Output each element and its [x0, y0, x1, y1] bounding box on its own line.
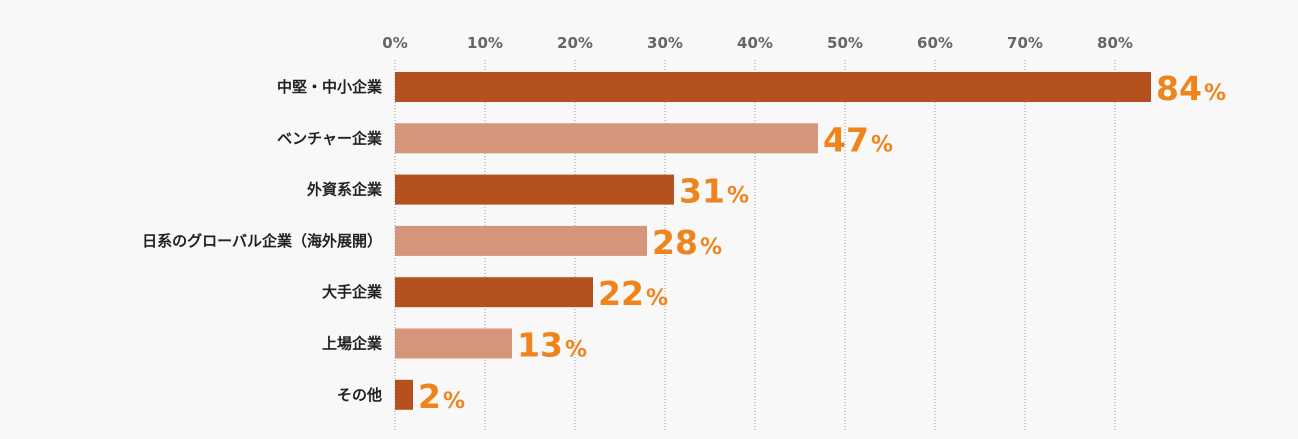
value-number-5: 13	[517, 326, 563, 365]
value-unit-1: %	[871, 132, 893, 157]
tick-label-0: 0%	[382, 34, 407, 52]
value-unit-2: %	[727, 184, 749, 209]
bar-2	[395, 174, 674, 205]
value-number-3: 28	[652, 223, 698, 262]
value-label-1: 47%	[823, 120, 893, 159]
value-label-4: 22%	[598, 274, 668, 313]
value-number-6: 2	[418, 377, 441, 416]
category-label-5: 上場企業	[322, 335, 383, 353]
category-label-0: 中堅・中小企業	[277, 78, 383, 96]
value-unit-4: %	[646, 286, 668, 311]
category-label-3: 日系のグローバル企業（海外展開）	[142, 232, 382, 250]
category-label-4: 大手企業	[322, 283, 383, 301]
value-label-6: 2%	[418, 377, 465, 416]
value-number-2: 31	[679, 172, 725, 211]
value-labels: 84%47%31%28%22%13%2%	[418, 69, 1226, 416]
value-number-1: 47	[823, 120, 869, 159]
value-number-4: 22	[598, 274, 644, 313]
tick-label-60: 60%	[917, 34, 953, 52]
tick-label-80: 80%	[1097, 34, 1133, 52]
value-label-5: 13%	[517, 326, 587, 365]
value-label-3: 28%	[652, 223, 722, 262]
bars	[395, 72, 1151, 410]
value-number-0: 84	[1156, 69, 1202, 108]
bar-1	[395, 123, 818, 154]
bar-3	[395, 225, 647, 256]
category-label-2: 外資系企業	[306, 181, 383, 199]
value-unit-3: %	[700, 235, 722, 260]
value-label-2: 31%	[679, 172, 749, 211]
value-label-0: 84%	[1156, 69, 1226, 108]
bar-5	[395, 328, 512, 359]
bar-4	[395, 277, 593, 308]
tick-label-70: 70%	[1007, 34, 1043, 52]
tick-label-50: 50%	[827, 34, 863, 52]
value-unit-0: %	[1204, 81, 1226, 106]
category-label-6: その他	[337, 386, 382, 404]
category-label-1: ベンチャー企業	[277, 129, 383, 147]
tick-label-30: 30%	[647, 34, 683, 52]
tick-label-40: 40%	[737, 34, 773, 52]
tick-label-20: 20%	[557, 34, 593, 52]
x-axis-ticks: 0% 10% 20% 30% 40% 50% 60% 70% 80%	[382, 34, 1133, 52]
tick-label-10: 10%	[467, 34, 503, 52]
value-unit-6: %	[443, 389, 465, 414]
bar-6	[395, 379, 413, 410]
value-unit-5: %	[565, 338, 587, 363]
bar-0	[395, 72, 1151, 102]
